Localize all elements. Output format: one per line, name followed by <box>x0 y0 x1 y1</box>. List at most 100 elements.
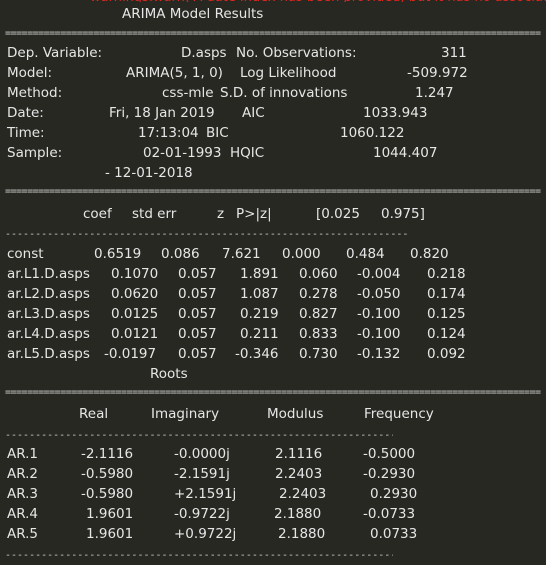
ci-high-value: 0.092 <box>427 346 466 362</box>
z-value: 1.891 <box>240 266 279 282</box>
dash-rule: ----------------------------------------… <box>5 431 393 441</box>
model-label: Model: <box>7 65 53 81</box>
sample-start: 02-01-1993 <box>143 145 222 161</box>
aic-label: AIC <box>242 105 265 121</box>
z-value: 7.621 <box>222 246 261 262</box>
ci-high-value: 0.125 <box>427 306 466 322</box>
modulus-value: 2.1116 <box>275 446 323 462</box>
z-value: -0.346 <box>235 346 279 362</box>
coef-value: 0.1070 <box>111 266 159 282</box>
double-rule: ========================================… <box>5 28 541 39</box>
coef-value: 0.0125 <box>111 306 159 322</box>
double-rule: ========================================… <box>5 387 541 398</box>
coef-row-name: const <box>7 246 44 262</box>
imaginary-value: -0.9722j <box>174 506 230 522</box>
date-label: Date: <box>7 105 44 121</box>
se-value: 0.086 <box>161 246 200 262</box>
real-value: 1.9601 <box>86 526 134 542</box>
p-value: 0.730 <box>299 346 338 362</box>
frequency-value: -0.0733 <box>363 506 416 522</box>
real-value: 1.9601 <box>86 506 134 522</box>
sample-end: - 12-01-2018 <box>105 165 193 181</box>
sd-label: S.D. of innovations <box>220 85 348 101</box>
modulus-value: 2.2403 <box>275 466 323 482</box>
ci-high-value: 0.124 <box>427 326 466 342</box>
root-name: AR.4 <box>7 506 39 522</box>
imaginary-value: -0.0000j <box>174 446 230 462</box>
coef-row-name: ar.L4.D.asps <box>7 326 90 342</box>
p-value: 0.060 <box>299 266 338 282</box>
hqic-label: HQIC <box>230 145 265 161</box>
modulus-value: 2.1880 <box>278 526 326 542</box>
se-value: 0.057 <box>178 326 217 342</box>
dash-rule: ----------------------------------------… <box>5 230 407 240</box>
dep-variable-label: Dep. Variable: <box>7 45 103 61</box>
method-label: Method: <box>7 85 63 101</box>
bic-value: 1060.122 <box>340 125 405 141</box>
modulus-value: 2.1880 <box>274 506 322 522</box>
root-name: AR.5 <box>7 526 39 542</box>
real-value: -2.1116 <box>81 446 134 462</box>
imaginary-value: +0.9722j <box>174 526 237 542</box>
p-value: 0.278 <box>299 286 338 302</box>
coef-value: -0.0197 <box>104 346 157 362</box>
coef-value: 0.0121 <box>111 326 159 342</box>
double-rule: ========================================… <box>5 186 541 197</box>
p-value: 0.000 <box>282 246 321 262</box>
results-title: ARIMA Model Results <box>122 6 264 22</box>
ci-high-value: 0.820 <box>410 246 449 262</box>
bic-label: BIC <box>206 125 229 141</box>
ci-high-value: 0.218 <box>427 266 466 282</box>
coef-col-header: coef <box>83 206 112 222</box>
coef-value: 0.6519 <box>94 246 142 262</box>
root-name: AR.1 <box>7 446 39 462</box>
imaginary-value: +2.1591j <box>174 486 237 502</box>
root-name: AR.3 <box>7 486 39 502</box>
real-value: -0.5980 <box>81 466 134 482</box>
time-value: 17:13:04 <box>138 125 199 141</box>
model-value: ARIMA(5, 1, 0) <box>126 65 223 81</box>
frequency-value: -0.5000 <box>363 446 416 462</box>
root-name: AR.2 <box>7 466 39 482</box>
loglik-value: -509.972 <box>407 65 468 81</box>
ci-low-value: 0.484 <box>346 246 385 262</box>
nobs-value: 311 <box>441 45 467 61</box>
ci-low-col-header: [0.025 <box>316 206 360 222</box>
method-value: css-mle <box>162 85 214 101</box>
ci-low-value: -0.050 <box>357 286 401 302</box>
coef-row-name: ar.L5.D.asps <box>7 346 90 362</box>
warning-text-clipped: warnings.warn('A date index has been pro… <box>90 0 546 2</box>
se-value: 0.057 <box>178 306 217 322</box>
imaginary-col-header: Imaginary <box>151 406 220 422</box>
time-label: Time: <box>7 125 45 141</box>
nobs-label: No. Observations: <box>236 45 357 61</box>
p-value: 0.833 <box>299 326 338 342</box>
z-value: 0.211 <box>240 326 279 342</box>
sd-value: 1.247 <box>415 85 454 101</box>
aic-value: 1033.943 <box>363 105 428 121</box>
frequency-value: 0.0733 <box>370 526 418 542</box>
frequency-value: -0.2930 <box>363 466 416 482</box>
stderr-col-header: std err <box>132 206 177 222</box>
ci-low-value: -0.100 <box>357 306 401 322</box>
real-col-header: Real <box>79 406 109 422</box>
coef-row-name: ar.L3.D.asps <box>7 306 90 322</box>
imaginary-value: -2.1591j <box>174 466 230 482</box>
z-value: 0.219 <box>240 306 279 322</box>
coef-row-name: ar.L2.D.asps <box>7 286 90 302</box>
hqic-value: 1044.407 <box>373 145 438 161</box>
coef-value: 0.0620 <box>111 286 159 302</box>
modulus-value: 2.2403 <box>279 486 327 502</box>
date-value: Fri, 18 Jan 2019 <box>109 105 215 121</box>
loglik-label: Log Likelihood <box>240 65 337 81</box>
p-col-header: P>|z| <box>236 206 272 222</box>
z-col-header: z <box>217 206 225 222</box>
ci-low-value: -0.100 <box>357 326 401 342</box>
ci-low-value: -0.004 <box>357 266 401 282</box>
dep-variable-value: D.asps <box>181 45 227 61</box>
frequency-col-header: Frequency <box>364 406 434 422</box>
dash-rule: ----------------------------------------… <box>5 551 393 561</box>
ci-low-value: -0.132 <box>357 346 401 362</box>
p-value: 0.827 <box>299 306 338 322</box>
ci-high-col-header: 0.975] <box>381 206 425 222</box>
